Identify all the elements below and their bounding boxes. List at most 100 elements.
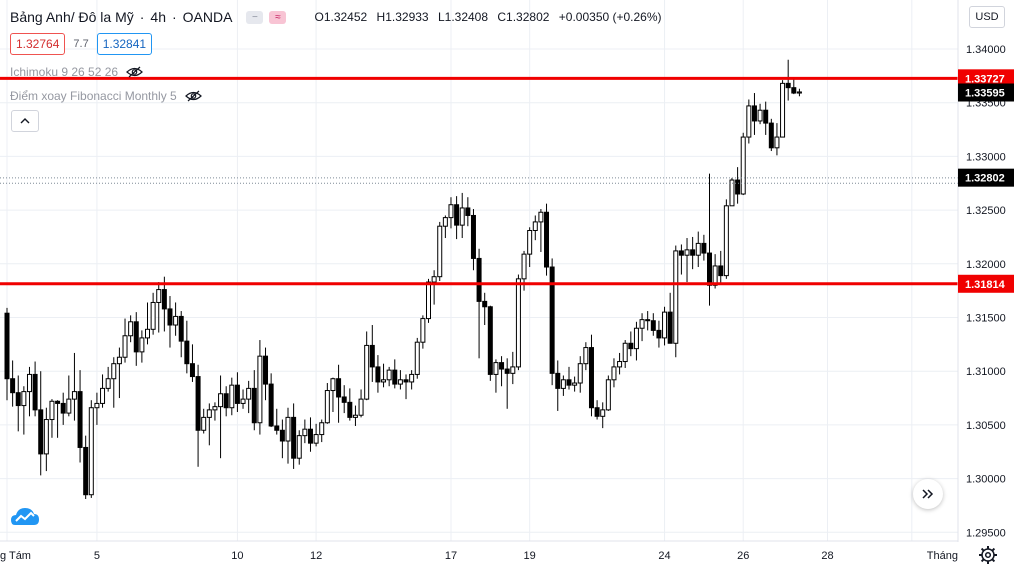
candle — [279, 419, 285, 459]
candle — [145, 302, 150, 345]
compare-button[interactable]: ≈ — [269, 10, 287, 24]
currency-button[interactable]: USD — [969, 6, 1005, 28]
candle — [780, 80, 786, 138]
candle — [729, 177, 735, 207]
candle — [605, 375, 611, 411]
low-value: 1.32408 — [444, 10, 489, 24]
low-label: L — [437, 10, 445, 24]
interval-label[interactable]: 4h — [150, 9, 166, 25]
candle — [116, 347, 122, 399]
x-tick-label: 10 — [231, 550, 243, 562]
candle — [701, 234, 707, 261]
candle — [268, 373, 274, 428]
candle — [504, 358, 510, 409]
candle — [566, 366, 572, 390]
candle — [791, 79, 797, 95]
horizontal-lines[interactable] — [0, 76, 958, 286]
close-label: C — [497, 10, 507, 24]
candle — [549, 258, 555, 386]
scroll-to-realtime-button[interactable] — [913, 479, 943, 509]
indicator-ichimoku[interactable]: Ichimoku 9 26 52 26 — [10, 65, 143, 79]
candle — [470, 209, 476, 271]
candle — [774, 123, 780, 156]
candle — [381, 363, 387, 388]
candle — [49, 399, 55, 438]
candle — [66, 375, 72, 417]
candle — [735, 167, 741, 204]
candle — [476, 248, 482, 359]
y-tick-label: 1.31500 — [966, 313, 1006, 325]
candle — [532, 215, 538, 241]
candle — [397, 370, 403, 390]
eye-off-icon[interactable] — [126, 66, 143, 78]
candles — [4, 59, 802, 500]
candle — [223, 386, 229, 417]
candle — [4, 307, 10, 401]
candle — [718, 250, 724, 284]
candle — [633, 321, 639, 361]
candle — [465, 197, 471, 227]
candle — [617, 352, 623, 375]
candle — [426, 278, 431, 323]
candle — [218, 375, 224, 459]
candle — [133, 312, 139, 366]
collapse-legend-button[interactable] — [11, 110, 39, 132]
candle — [352, 405, 358, 426]
candle — [392, 359, 398, 389]
candle — [656, 320, 662, 348]
symbol-name[interactable]: Bảng Anh/ Đô la Mỹ — [10, 9, 134, 25]
sell-price-button[interactable]: 1.32764 — [10, 33, 66, 55]
y-tick-label: 1.32500 — [966, 205, 1006, 217]
tradingview-logo-icon[interactable] — [10, 505, 40, 529]
price-axis[interactable]: 1.340001.335001.330001.325001.320001.315… — [966, 44, 1006, 539]
gear-icon[interactable] — [978, 545, 998, 565]
candle — [442, 215, 448, 239]
eye-off-icon[interactable] — [184, 90, 202, 102]
indicator-fibonacci-pivots[interactable]: Điểm xoay Fibonacci Monthly 5 — [10, 89, 202, 103]
candle — [763, 101, 769, 135]
open-label: O — [314, 10, 324, 24]
candle — [257, 340, 263, 435]
y-tick-label: 1.32000 — [966, 259, 1006, 271]
candle — [251, 370, 257, 431]
candle — [307, 417, 313, 452]
candle — [538, 209, 544, 252]
time-axis[interactable]: g Tám 5 10 12 17 19 24 26 28 Tháng — [0, 550, 958, 562]
candle — [493, 359, 499, 393]
chevron-up-icon — [20, 118, 30, 124]
candle — [555, 360, 561, 411]
candle — [100, 374, 106, 408]
candle — [639, 313, 645, 342]
candle — [768, 118, 774, 152]
candle — [319, 419, 325, 443]
spread-value: 7.7 — [73, 38, 89, 50]
x-tick-label: 5 — [94, 550, 100, 562]
x-tick-label: 19 — [524, 550, 536, 562]
candle — [527, 227, 533, 268]
candle — [482, 292, 488, 326]
candle — [229, 377, 235, 416]
indicator-label: Ichimoku 9 26 52 26 — [10, 65, 119, 79]
candle — [645, 311, 651, 331]
ohlc-values: O1.32452 H1.32933 L1.32408 C1.32802 +0.0… — [314, 10, 661, 24]
candle — [111, 357, 117, 408]
candle — [431, 270, 437, 305]
candle — [403, 374, 409, 400]
candle — [240, 389, 246, 409]
buy-price-button[interactable]: 1.32841 — [96, 33, 153, 55]
candle — [369, 325, 375, 382]
candle — [285, 407, 291, 464]
candle — [678, 244, 684, 275]
candle — [673, 245, 679, 358]
candle — [38, 371, 44, 476]
candle — [785, 59, 791, 101]
hide-series-button[interactable]: − — [246, 10, 264, 24]
candle — [695, 231, 701, 268]
candle — [161, 276, 167, 332]
candle — [347, 388, 353, 421]
candle — [544, 203, 550, 276]
candle — [21, 386, 27, 435]
candle — [105, 366, 111, 392]
